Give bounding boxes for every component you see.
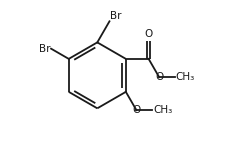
Text: CH₃: CH₃ bbox=[152, 105, 171, 115]
Text: Br: Br bbox=[110, 11, 121, 21]
Text: O: O bbox=[132, 105, 140, 115]
Text: O: O bbox=[144, 29, 152, 39]
Text: Br: Br bbox=[39, 44, 50, 54]
Text: CH₃: CH₃ bbox=[175, 72, 194, 82]
Text: O: O bbox=[154, 72, 163, 82]
